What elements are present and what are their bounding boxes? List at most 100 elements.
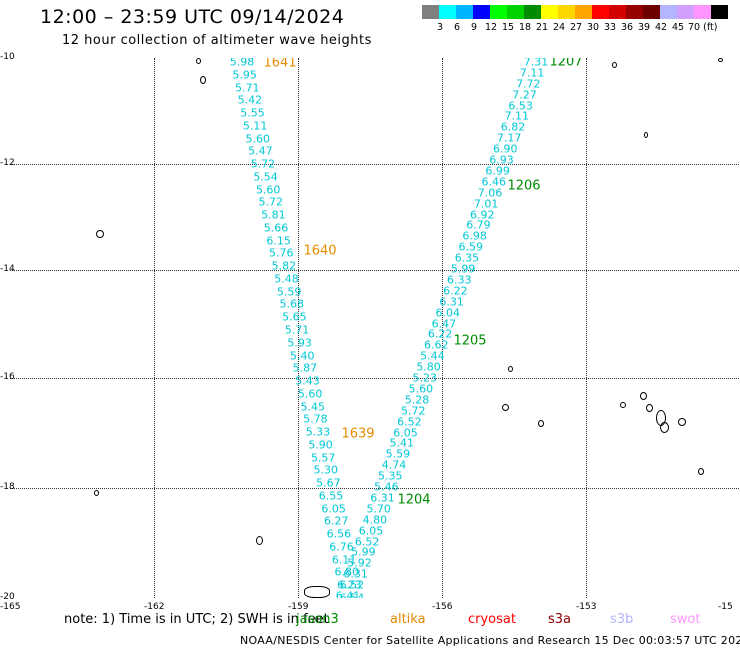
swh-value: 5.60 [255,183,281,197]
note-text: note: 1) Time is in UTC; 2) SWH is in fe… [64,612,329,627]
gridline-lat [10,270,739,271]
legend-swatch [524,5,541,19]
swh-value: 6.35 [454,251,480,265]
legend-label: 33 [603,22,617,33]
swh-value: 5.60 [297,387,323,401]
swh-value: 5.99 [450,262,476,276]
legend-swatch [439,5,456,19]
island-outline [304,586,330,598]
legend-label: 21 [535,22,549,33]
swh-value: 6.22 [427,327,453,341]
swh-value: 6.04 [435,306,461,320]
island-outline [612,62,617,68]
island-outline [644,132,648,138]
swh-value: 6.93 [489,153,514,167]
swh-value: 5.46 [374,480,399,494]
swh-value: 5.81 [261,208,286,222]
pass-label-1204: 1204 [397,492,431,508]
swh-value: 5.99 [351,545,376,559]
island-outline [698,468,704,475]
legend-swatch [660,5,677,19]
satellite-s3b-label: s3b [610,612,634,627]
swh-value: 7.27 [512,88,537,102]
island-outline [508,366,513,372]
lat-label: -10 [0,52,15,62]
swh-value: 6.92 [470,208,495,222]
swh-value: 6.23 [337,578,362,592]
map-subtitle: 12 hour collection of altimeter wave hei… [62,33,372,48]
legend-swatch [626,5,643,19]
legend-swatch [711,5,728,19]
swh-value: 6.56 [326,527,352,541]
legend-label: 3 [436,22,444,33]
swh-value: 5.92 [347,556,372,570]
legend-label: 24 [552,22,566,33]
swh-value: 7.31 [523,58,549,69]
legend-swatch [643,5,660,19]
legend-swatch [592,5,609,19]
swh-value: 5.72 [258,195,284,209]
swh-value: 6.27 [324,514,349,528]
lon-label: -162 [144,602,165,612]
legend-label: 18 [518,22,532,33]
legend-label: 27 [569,22,583,33]
island-outline [678,418,686,426]
swh-value: 5.66 [263,221,289,235]
satellite-swot-label: swot [670,612,701,627]
map-title: 12:00 – 23:59 UTC 09/14/2024 [40,6,345,28]
swh-value: 6.11 [331,553,357,567]
lat-label: -14 [0,264,15,274]
swh-value: 5.45 [300,400,325,414]
swh-value: 5.68 [279,297,305,311]
swh-value: 6.90 [493,142,518,156]
swh-value: 6.62 [423,338,449,352]
legend-swatch [694,5,711,19]
gridline-lat [10,378,739,379]
legend-label: 36 [620,22,634,33]
swh-value: 5.60 [408,382,434,396]
swh-value: 6.99 [485,164,510,178]
island-outline [646,404,653,412]
legend-label: 9 [470,22,478,33]
swh-value: 6.76 [329,540,354,554]
island-outline [640,392,647,400]
swh-value: 6.52 [354,535,380,548]
swh-value: 5.55 [240,106,265,120]
swh-value: 5.30 [313,463,339,477]
gridline-lat [10,488,739,489]
swh-value: 6.82 [500,120,526,134]
swh-value: 6.31 [439,295,464,309]
gridline-lat [10,164,739,165]
swh-value: 5.35 [377,469,403,483]
legend-label: 39 [637,22,651,33]
island-outline [96,230,104,238]
swh-value: 7.11 [504,109,530,123]
swh-value: 5.90 [308,438,333,452]
island-outline [538,420,544,427]
swh-value: 6.15 [266,234,291,248]
lon-label: -159 [288,602,309,612]
legend-label: 42 [654,22,668,33]
satellite-jason3-label: jason3 [296,612,339,627]
swh-value: 5.28 [404,393,430,407]
satellite-cryosat-label: cryosat [468,612,516,627]
lon-label: -156 [432,602,453,612]
island-outline [256,536,263,545]
swh-value: 5.43 [295,374,320,388]
swh-value: 6.41 [335,589,361,599]
legend-label: 15 [501,22,515,33]
pass-label-1641: 1641 [263,58,297,71]
island-outline [718,58,723,62]
gridline-lon [442,58,443,598]
lat-label: -18 [0,482,15,492]
swh-value: 4.80 [362,513,388,527]
swh-value: 5.65 [282,310,307,324]
swh-value: 6.05 [393,426,418,440]
legend-swatch [558,5,575,19]
legend-swatch [609,5,626,19]
lon-label: -153 [576,602,597,612]
lat-label: -16 [0,372,15,382]
swh-value: 5.33 [305,425,331,439]
swh-value: 5.47 [248,144,273,158]
swh-value: 7.11 [519,66,545,80]
